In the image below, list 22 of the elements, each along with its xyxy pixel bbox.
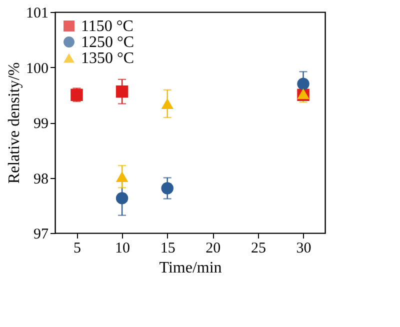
x-tick-label: 25 xyxy=(250,240,266,256)
x-tick-label: 20 xyxy=(206,240,221,256)
y-tick-label: 101 xyxy=(26,6,48,22)
point xyxy=(116,171,128,182)
y-tick-label: 100 xyxy=(26,60,48,77)
y-tick-label: 99 xyxy=(34,116,48,132)
x-tick-label: 30 xyxy=(296,240,312,256)
point xyxy=(161,98,174,110)
point xyxy=(297,78,310,90)
point xyxy=(161,182,174,194)
x-tick-label: 5 xyxy=(73,240,81,256)
x-tick-label: 15 xyxy=(160,240,176,256)
y-axis-title: Relative density/% xyxy=(6,62,23,184)
y-tick-label: 97 xyxy=(34,226,49,242)
x-axis-title: Time/min xyxy=(159,260,222,276)
y-tick-label: 98 xyxy=(34,171,48,188)
legend-label: 1150 °C xyxy=(81,18,134,35)
point xyxy=(116,192,128,204)
legend-label: 1350 °C xyxy=(81,50,134,67)
x-tick-label: 10 xyxy=(115,240,130,256)
legend-label: 1250 °C xyxy=(81,34,134,51)
point xyxy=(116,85,128,98)
